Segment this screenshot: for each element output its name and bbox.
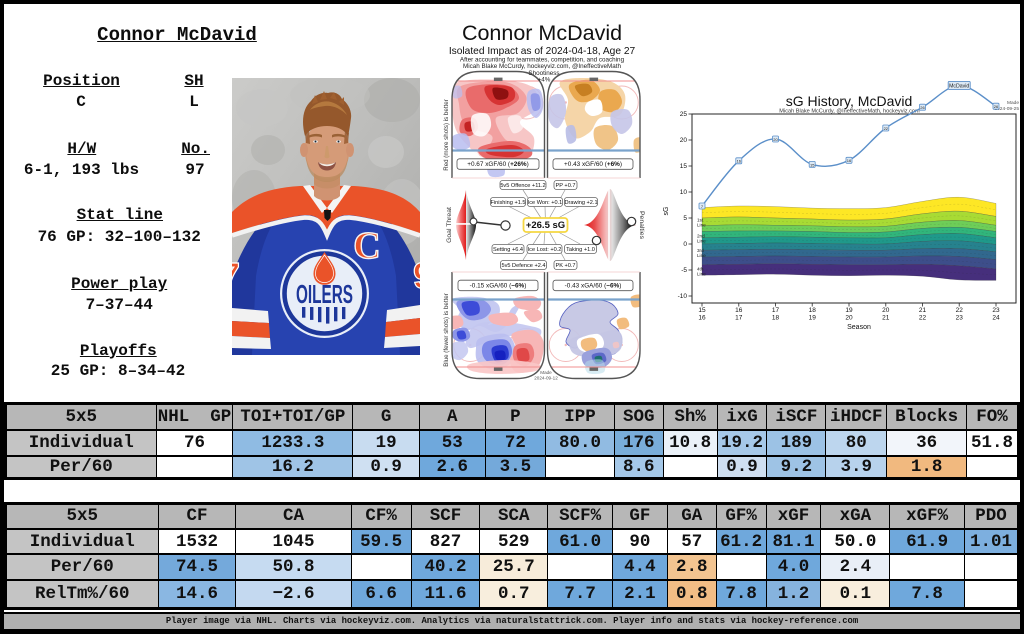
svg-text:PK +0.7: PK +0.7	[555, 263, 575, 269]
svg-text:Season: Season	[847, 324, 871, 331]
svg-text:Blue (fewer shots) is better: Blue (fewer shots) is better	[443, 293, 450, 367]
svg-text:5v5 Defence +2.4: 5v5 Defence +2.4	[501, 263, 545, 269]
svg-text:19: 19	[845, 307, 853, 314]
svg-text:4th: 4th	[697, 267, 704, 272]
svg-text:Goal Threat: Goal Threat	[446, 207, 453, 243]
svg-text:Finishing +1.5: Finishing +1.5	[491, 200, 526, 206]
svg-text:19: 19	[809, 315, 817, 322]
svg-text:17: 17	[735, 315, 743, 322]
svg-text:23: 23	[956, 315, 964, 322]
svg-text:-0.43 xGA/60 (−6%): -0.43 xGA/60 (−6%)	[565, 283, 622, 290]
svg-text:0: 0	[683, 241, 687, 248]
svg-text:Taking +1.0: Taking +1.0	[566, 247, 595, 253]
svg-text:2024-09-12: 2024-09-12	[534, 376, 558, 381]
svg-text:+26.5 sG: +26.5 sG	[526, 220, 565, 231]
svg-text:Ice Won: +0.1: Ice Won: +0.1	[528, 200, 563, 206]
svg-text:+4%: +4%	[538, 77, 551, 84]
svg-text:C: C	[353, 225, 380, 267]
svg-text:15: 15	[680, 163, 688, 170]
svg-text:5v5 Offence +11.2: 5v5 Offence +11.2	[500, 183, 545, 189]
svg-text:-5: -5	[681, 267, 687, 274]
svg-text:Connor McDavid: Connor McDavid	[462, 21, 622, 45]
svg-text:18: 18	[772, 315, 780, 322]
svg-text:26: 26	[920, 105, 925, 110]
svg-text:Drawing +2.1: Drawing +2.1	[564, 200, 597, 206]
svg-text:16: 16	[698, 315, 706, 322]
svg-text:25: 25	[680, 111, 688, 118]
svg-text:+0.67 xGF/60 (+26%): +0.67 xGF/60 (+26%)	[467, 161, 528, 168]
svg-text:Line: Line	[697, 223, 706, 228]
svg-text:2024-09-25: 2024-09-25	[994, 106, 1019, 112]
svg-text:1st: 1st	[697, 218, 704, 223]
svg-text:16: 16	[847, 158, 852, 163]
svg-text:7: 7	[701, 204, 704, 209]
svg-text:24: 24	[992, 315, 1000, 322]
svg-text:PP +0.7: PP +0.7	[556, 183, 576, 189]
svg-text:Penalties: Penalties	[638, 211, 645, 240]
svg-text:Line: Line	[697, 253, 706, 258]
svg-text:Setting +6.4: Setting +6.4	[493, 247, 523, 253]
svg-text:22: 22	[919, 315, 927, 322]
svg-text:26: 26	[994, 104, 999, 109]
svg-text:Red (more shots) is better: Red (more shots) is better	[443, 99, 450, 171]
svg-text:22: 22	[956, 307, 964, 314]
svg-text:Shootiness: Shootiness	[528, 70, 559, 77]
svg-text:16: 16	[735, 307, 743, 314]
svg-text:OILERS: OILERS	[296, 279, 353, 309]
svg-text:Made: Made	[1007, 100, 1019, 106]
svg-text:15: 15	[810, 162, 815, 167]
svg-text:Isolated Impact as of 2024-04-: Isolated Impact as of 2024-04-18, Age 27	[449, 46, 636, 57]
svg-text:10: 10	[680, 189, 688, 196]
svg-text:Micah Blake McCurdy, hockeyviz: Micah Blake McCurdy, hockeyviz.com, @Ine…	[463, 63, 622, 70]
svg-text:-10: -10	[678, 293, 688, 300]
svg-text:21: 21	[919, 307, 927, 314]
svg-text:2nd: 2nd	[697, 234, 705, 239]
svg-text:21: 21	[882, 315, 890, 322]
svg-text:17: 17	[772, 307, 780, 314]
svg-text:sG: sG	[663, 207, 670, 216]
svg-text:Line: Line	[697, 272, 706, 277]
svg-text:9: 9	[413, 255, 433, 296]
svg-text:18: 18	[809, 307, 817, 314]
svg-text:3rd: 3rd	[697, 248, 704, 253]
svg-text:After accounting for teammates: After accounting for teammates, competit…	[460, 56, 625, 63]
svg-text:McDavid: McDavid	[949, 84, 969, 90]
svg-text:16: 16	[737, 159, 742, 164]
svg-text:22: 22	[884, 126, 889, 131]
svg-text:Made: Made	[540, 370, 552, 375]
svg-text:20: 20	[773, 137, 778, 142]
svg-text:20: 20	[845, 315, 853, 322]
svg-text:+0.43 xGF/60 (+6%): +0.43 xGF/60 (+6%)	[564, 161, 622, 168]
svg-text:Micah Blake McCurdy, @Ineffect: Micah Blake McCurdy, @IneffectiveMath, h…	[779, 109, 920, 115]
svg-text:7: 7	[220, 255, 240, 296]
svg-text:5: 5	[683, 215, 687, 222]
svg-text:Line: Line	[697, 239, 706, 244]
svg-text:20: 20	[882, 307, 890, 314]
svg-text:sG History, McDavid: sG History, McDavid	[786, 93, 913, 109]
svg-text:-0.15 xGA/60 (−6%): -0.15 xGA/60 (−6%)	[470, 283, 527, 290]
svg-text:15: 15	[698, 307, 706, 314]
svg-text:Ice Lost: +0.2: Ice Lost: +0.2	[528, 247, 562, 253]
svg-text:20: 20	[680, 137, 688, 144]
svg-text:23: 23	[992, 307, 1000, 314]
